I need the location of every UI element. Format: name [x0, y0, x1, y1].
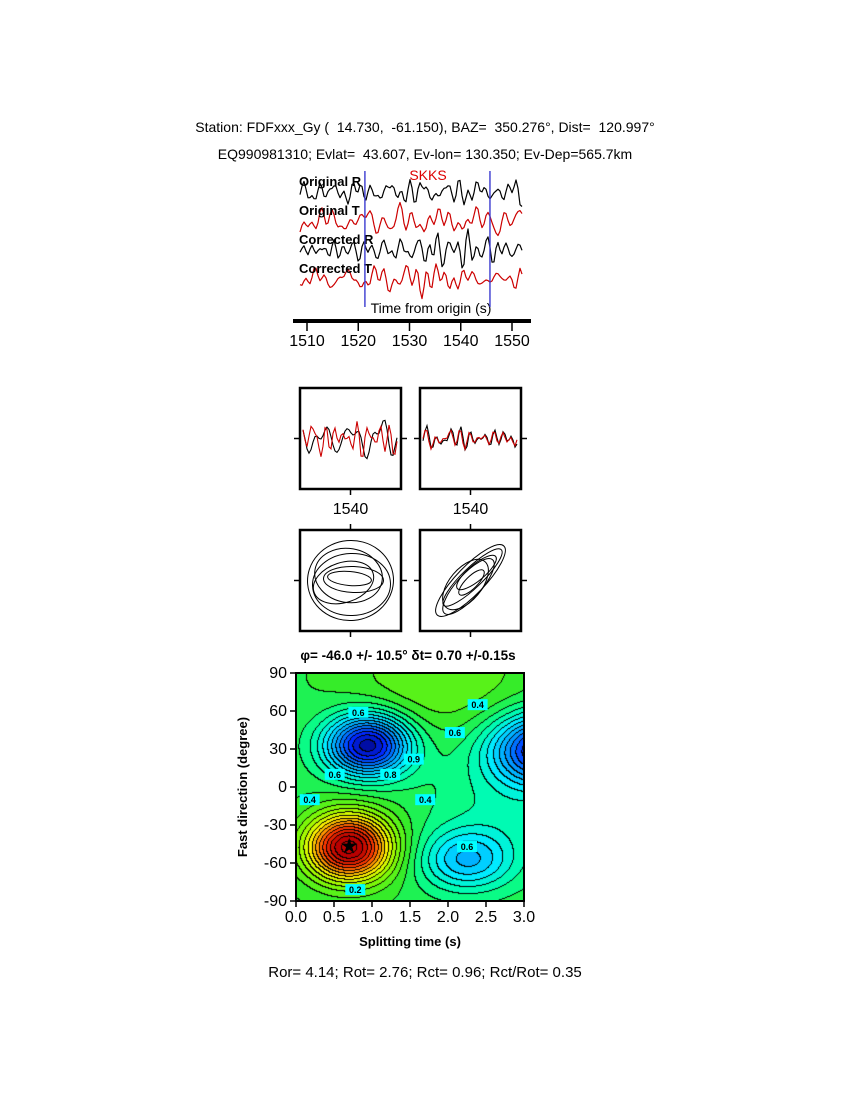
tick-label: 1550 — [494, 333, 530, 350]
particle-motion-loop — [456, 554, 497, 591]
time-axis-title: Time from origin (s) — [371, 300, 492, 316]
tick-label: 1.0 — [361, 909, 383, 926]
trace-label: Original R — [299, 174, 362, 189]
contour-label-bg — [467, 699, 488, 711]
contour-label-bg — [380, 768, 401, 780]
tick-label: 0 — [278, 779, 287, 796]
seismogram-trace — [299, 228, 523, 269]
tick-label: 0.5 — [323, 909, 345, 926]
contour-label: 0.6 — [461, 842, 474, 852]
result-footer: Ror= 4.14; Rot= 2.76; Rct= 0.96; Rct/Rot… — [268, 964, 582, 981]
tick-label: 60 — [269, 703, 287, 720]
contour-label: 0.8 — [384, 770, 397, 780]
contour-xlabel: Splitting time (s) — [359, 934, 461, 949]
tick-label: 0.0 — [285, 909, 307, 926]
contour-title: φ= -46.0 +/- 10.5° δt= 0.70 +/-0.15s — [300, 648, 515, 663]
tick-label: 1540 — [333, 501, 369, 518]
tick-label: -90 — [264, 893, 287, 910]
contour-label: 0.4 — [419, 795, 432, 805]
tick-label: 1540 — [453, 501, 489, 518]
particle-motion-loop — [442, 558, 489, 611]
windowed-trace-red — [302, 421, 398, 457]
contour-label: 0.2 — [349, 885, 362, 895]
tick-label: 2.0 — [437, 909, 459, 926]
contour-label: 0.4 — [303, 795, 316, 805]
seismogram-trace — [299, 201, 523, 237]
tick-label: 2.5 — [475, 909, 497, 926]
tick-label: 1540 — [443, 333, 479, 350]
trace-label: Corrected T — [299, 261, 372, 276]
tick-label: 30 — [269, 741, 287, 758]
particle-motion-loop — [312, 560, 375, 605]
contour-label: 0.6 — [352, 708, 365, 718]
particle-motion-loop — [323, 565, 384, 594]
particle-motion-loop — [458, 569, 485, 596]
contour-label-bg — [299, 794, 320, 806]
time-axis — [293, 319, 531, 323]
contour-frame — [295, 672, 525, 902]
windowed-trace-red — [422, 429, 518, 452]
contour-label-bg — [348, 706, 369, 718]
particle-motion-loop — [307, 539, 394, 622]
particle-motion-loop — [314, 547, 383, 604]
contour-label: 0.6 — [449, 728, 462, 738]
waveform-box — [298, 386, 403, 491]
contour-label-bg — [444, 727, 465, 739]
particle-motion-loop — [327, 570, 372, 587]
tick-label: 1510 — [289, 333, 325, 350]
contour-label: 0.9 — [408, 755, 421, 765]
tick-label: 1.5 — [399, 909, 421, 926]
trace-label: Original T — [299, 203, 360, 218]
particle-motion-loop — [312, 552, 391, 617]
tick-label: 1520 — [340, 333, 376, 350]
error-surface-heatmap — [296, 673, 524, 901]
particle-motion-loop — [442, 558, 495, 615]
tick-label: 3.0 — [513, 909, 535, 926]
particle-motion-box — [418, 528, 523, 633]
tick-label: 90 — [269, 665, 287, 682]
particle-motion-loop — [442, 548, 503, 607]
best-fit-star: ★ — [340, 834, 359, 858]
contour-ylabel: Fast direction (degree) — [235, 717, 250, 857]
seismogram-trace — [299, 263, 523, 300]
contour-label: 0.6 — [329, 770, 342, 780]
contour-label: 0.4 — [471, 700, 484, 710]
tick-label: -60 — [264, 855, 287, 872]
contour-label-bg — [457, 841, 477, 853]
seismogram-trace — [299, 179, 523, 207]
station-header: Station: FDFxxx_Gy ( 14.730, -61.150), B… — [195, 119, 655, 135]
contour-label-bg — [415, 794, 436, 806]
tick-label: -30 — [264, 817, 287, 834]
phase-label: SKKS — [409, 167, 446, 183]
tick-label: 1530 — [392, 333, 428, 350]
contour-label-bg — [345, 884, 366, 896]
trace-label: Corrected R — [299, 232, 374, 247]
event-header: EQ990981310; Evlat= 43.607, Ev-lon= 130.… — [217, 146, 633, 162]
contour-label-bg — [403, 753, 424, 765]
contour-label-bg — [324, 768, 345, 780]
